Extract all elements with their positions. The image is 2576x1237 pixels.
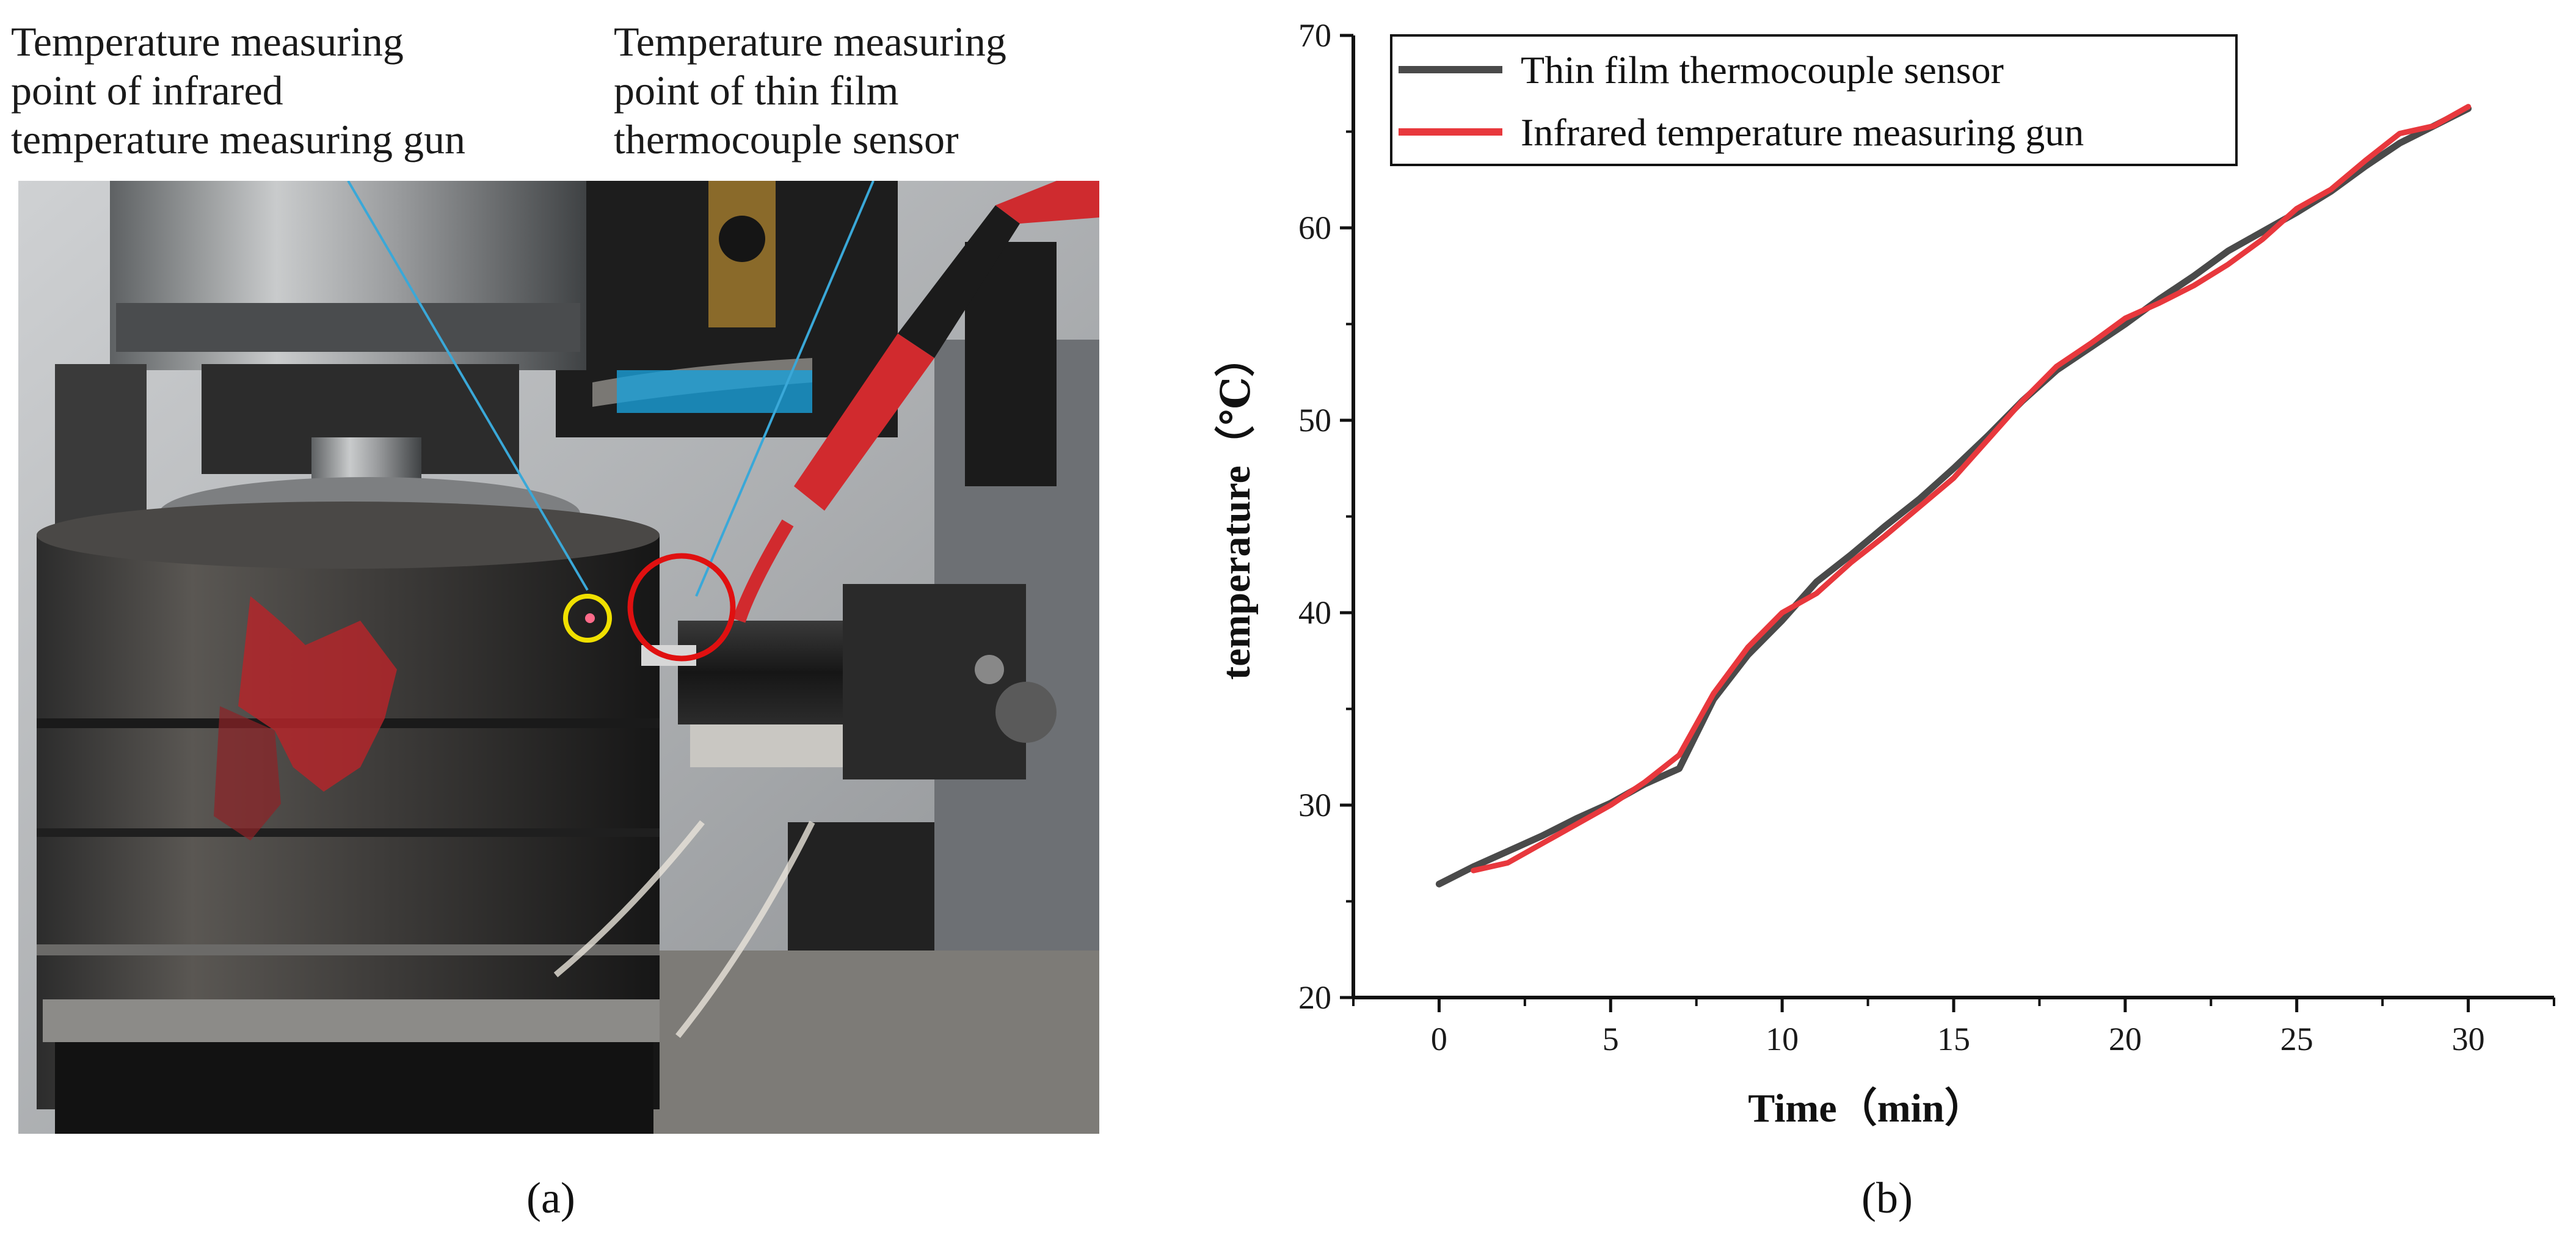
x-tick-label: 25 xyxy=(2280,1021,2313,1057)
y-tick-label: 20 xyxy=(1298,979,1331,1016)
y-axis-title: temperature（℃） xyxy=(1213,337,1259,680)
callout-infrared-gun-point: Temperature measuring point of infrared … xyxy=(11,18,465,162)
series-layer xyxy=(1435,104,2472,888)
y-axis-ticks: 20 30 40 50 60 70 xyxy=(1298,17,1353,1016)
y-tick-label: 60 xyxy=(1298,210,1331,246)
x-tick-label: 30 xyxy=(2452,1021,2485,1057)
x-tick-label: 15 xyxy=(1937,1021,1970,1057)
panel-a-label: (a) xyxy=(526,1173,575,1222)
y-tick-label: 70 xyxy=(1298,17,1331,54)
x-tick-label: 5 xyxy=(1603,1021,1619,1057)
x-tick-label: 10 xyxy=(1766,1021,1799,1057)
legend: Thin film thermocouple sensor Infrared t… xyxy=(1390,34,2238,166)
infrared-point-marker xyxy=(563,594,612,643)
x-axis-ticks: 0 5 10 15 20 25 30 xyxy=(1352,998,2555,1057)
experiment-photo xyxy=(18,181,1099,1134)
x-tick-label: 0 xyxy=(1431,1021,1447,1057)
y-tick-label: 30 xyxy=(1298,787,1331,823)
legend-label-infrared: Infrared temperature measuring gun xyxy=(1521,111,2084,154)
legend-label-thin-film: Thin film thermocouple sensor xyxy=(1521,48,2004,92)
series-line-thin-film xyxy=(1435,105,2472,888)
callout-thin-film-sensor-point: Temperature measuring point of thin film… xyxy=(614,18,1006,162)
series-line-infrared xyxy=(1471,104,2472,874)
y-tick-label: 40 xyxy=(1298,594,1331,631)
thin-film-point-marker xyxy=(627,553,736,662)
temperature-chart: 0 5 10 15 20 25 30 20 30 40 50 60 70 Time（min） temp… xyxy=(1213,17,2555,1131)
chart-axes xyxy=(1352,35,2554,999)
panel-b-label: (b) xyxy=(1861,1173,1913,1222)
panel-a: Temperature measuring point of infrared … xyxy=(0,0,1118,1237)
legend-box xyxy=(1390,34,2238,166)
x-tick-label: 20 xyxy=(2109,1021,2142,1057)
y-tick-label: 50 xyxy=(1298,402,1331,439)
x-axis-title: Time（min） xyxy=(1748,1086,1984,1131)
